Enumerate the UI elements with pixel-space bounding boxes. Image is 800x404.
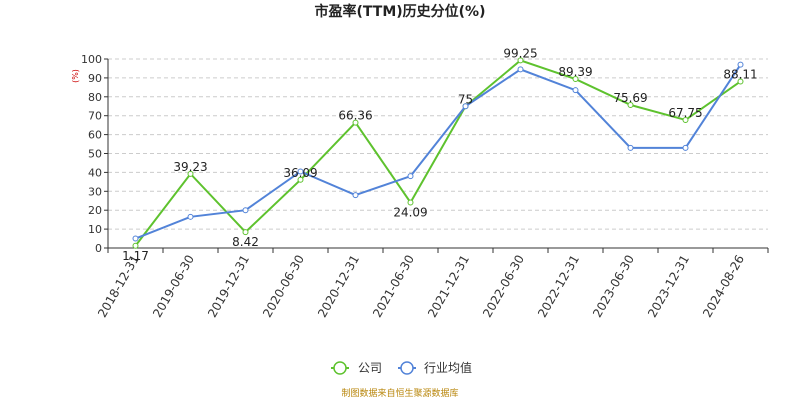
legend-item-industry-average[interactable]: 行业均值 xyxy=(398,360,472,375)
data-label-company: 8.42 xyxy=(232,235,259,249)
data-point-company[interactable] xyxy=(737,78,744,85)
data-label-company: 89.39 xyxy=(558,65,592,79)
x-tick-label: 2020-12-31 xyxy=(315,253,362,320)
legend: 公司 行业均值 xyxy=(331,360,472,375)
series-layer xyxy=(132,57,744,249)
data-point-industry-average[interactable] xyxy=(407,173,414,180)
data-label-company: 39.23 xyxy=(173,160,207,174)
data-point-industry-average[interactable] xyxy=(737,61,744,68)
data-label-company: 1.17 xyxy=(122,249,149,263)
y-tick-label: 100 xyxy=(81,53,102,66)
x-tick-label: 2019-06-30 xyxy=(150,253,197,320)
x-tick-label: 2021-12-31 xyxy=(425,253,472,320)
data-label-company: 24.09 xyxy=(393,205,427,219)
legend-marker-industry-average xyxy=(400,361,414,375)
y-axis-unit-label: (%) xyxy=(71,69,80,83)
data-point-industry-average[interactable] xyxy=(187,213,194,220)
y-tick-label: 20 xyxy=(88,204,102,217)
data-label-company: 36.09 xyxy=(283,166,317,180)
data-point-company[interactable] xyxy=(187,170,194,177)
y-tick-label: 40 xyxy=(88,166,102,179)
source-note: 制图数据来自恒生聚源数据库 xyxy=(341,387,458,399)
x-tick-label: 2019-12-31 xyxy=(205,253,252,320)
y-tick-label: 90 xyxy=(88,72,102,85)
data-point-company[interactable] xyxy=(407,199,414,206)
x-tick-label: 2021-06-30 xyxy=(370,253,417,320)
data-point-industry-average[interactable] xyxy=(297,168,304,175)
data-point-industry-average[interactable] xyxy=(242,207,249,214)
data-point-company[interactable] xyxy=(242,229,249,236)
data-point-company[interactable] xyxy=(572,76,579,83)
data-label-company: 66.36 xyxy=(338,109,372,123)
data-label-company: 88.11 xyxy=(723,67,757,81)
y-tick-label: 30 xyxy=(88,185,102,198)
legend-label-industry-average: 行业均值 xyxy=(424,360,472,375)
data-point-industry-average[interactable] xyxy=(572,87,579,94)
data-point-industry-average[interactable] xyxy=(352,192,359,199)
legend-label-company: 公司 xyxy=(358,361,382,375)
data-point-company[interactable] xyxy=(682,116,689,123)
y-tick-label: 50 xyxy=(88,148,102,161)
x-tick-label: 2023-06-30 xyxy=(590,253,637,320)
data-point-company[interactable] xyxy=(132,242,139,249)
data-point-industry-average[interactable] xyxy=(682,144,689,151)
data-label-layer: 1.17 39.23 8.42 36.09 66.36 24.09 75 99.25 89.39… xyxy=(122,46,758,262)
data-point-industry-average[interactable] xyxy=(627,144,634,151)
x-tick-label: 2024-08-26 xyxy=(700,253,747,320)
grid-layer xyxy=(108,58,768,230)
chart-title: 市盈率(TTM)历史分位(%) xyxy=(315,3,486,20)
data-point-company[interactable] xyxy=(352,119,359,126)
legend-item-company[interactable]: 公司 xyxy=(331,361,382,375)
series-line-company xyxy=(134,59,742,247)
data-label-company: 75.69 xyxy=(613,91,647,105)
x-tick-label: 2022-06-30 xyxy=(480,253,527,320)
data-point-industry-average[interactable] xyxy=(462,103,469,110)
data-point-industry-average[interactable] xyxy=(517,66,524,73)
x-tick-label: 2023-12-31 xyxy=(645,253,692,320)
y-tick-label: 60 xyxy=(88,129,102,142)
data-point-company[interactable] xyxy=(517,57,524,64)
y-tick-label: 70 xyxy=(88,110,102,123)
x-tick-label: 2020-06-30 xyxy=(260,253,307,320)
data-point-industry-average[interactable] xyxy=(132,235,139,242)
data-point-company[interactable] xyxy=(627,101,634,108)
y-tick-label: 0 xyxy=(95,242,102,255)
series-line-industry-average xyxy=(135,64,742,240)
data-label-company: 99.25 xyxy=(503,46,537,60)
data-label-company: 67.75 xyxy=(668,106,702,120)
legend-marker-company xyxy=(333,361,347,375)
x-tick-label: 2022-12-31 xyxy=(535,253,582,320)
y-tick-label: 80 xyxy=(88,91,102,104)
y-tick-label: 10 xyxy=(88,223,102,236)
data-point-company[interactable] xyxy=(297,176,304,183)
data-label-company: 75 xyxy=(458,92,473,106)
